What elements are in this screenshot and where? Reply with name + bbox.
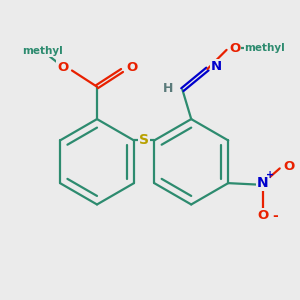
Text: O: O bbox=[127, 61, 138, 74]
Text: S: S bbox=[139, 134, 149, 147]
Text: N: N bbox=[211, 60, 222, 73]
Text: O: O bbox=[283, 160, 294, 173]
Text: O: O bbox=[229, 42, 240, 55]
Text: O: O bbox=[257, 209, 268, 222]
Text: H: H bbox=[163, 82, 173, 95]
Text: -: - bbox=[272, 209, 278, 224]
Text: methyl: methyl bbox=[22, 46, 63, 56]
Text: methyl: methyl bbox=[244, 44, 285, 53]
Text: N: N bbox=[257, 176, 269, 190]
Text: +: + bbox=[266, 170, 274, 180]
Text: O: O bbox=[58, 61, 69, 74]
